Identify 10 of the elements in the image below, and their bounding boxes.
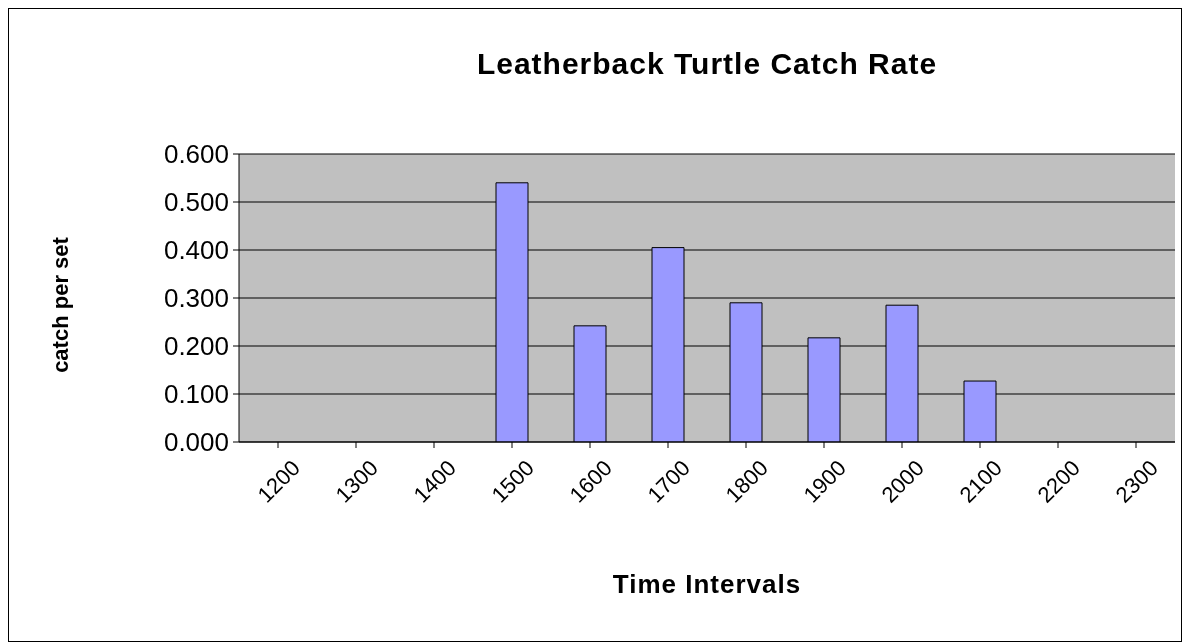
y-tick-label: 0.300 (163, 283, 229, 314)
y-tick-label: 0.000 (163, 427, 229, 458)
y-axis-title: catch per set (48, 237, 74, 373)
y-tick-label: 0.100 (163, 379, 229, 410)
y-tick-label: 0.200 (163, 331, 229, 362)
y-tick-label: 0.400 (163, 235, 229, 266)
chart-title: Leatherback Turtle Catch Rate (475, 47, 939, 81)
y-tick-label: 0.500 (163, 187, 229, 218)
x-axis-title: Time Intervals (611, 569, 803, 600)
y-tick-label: 0.600 (163, 139, 229, 170)
